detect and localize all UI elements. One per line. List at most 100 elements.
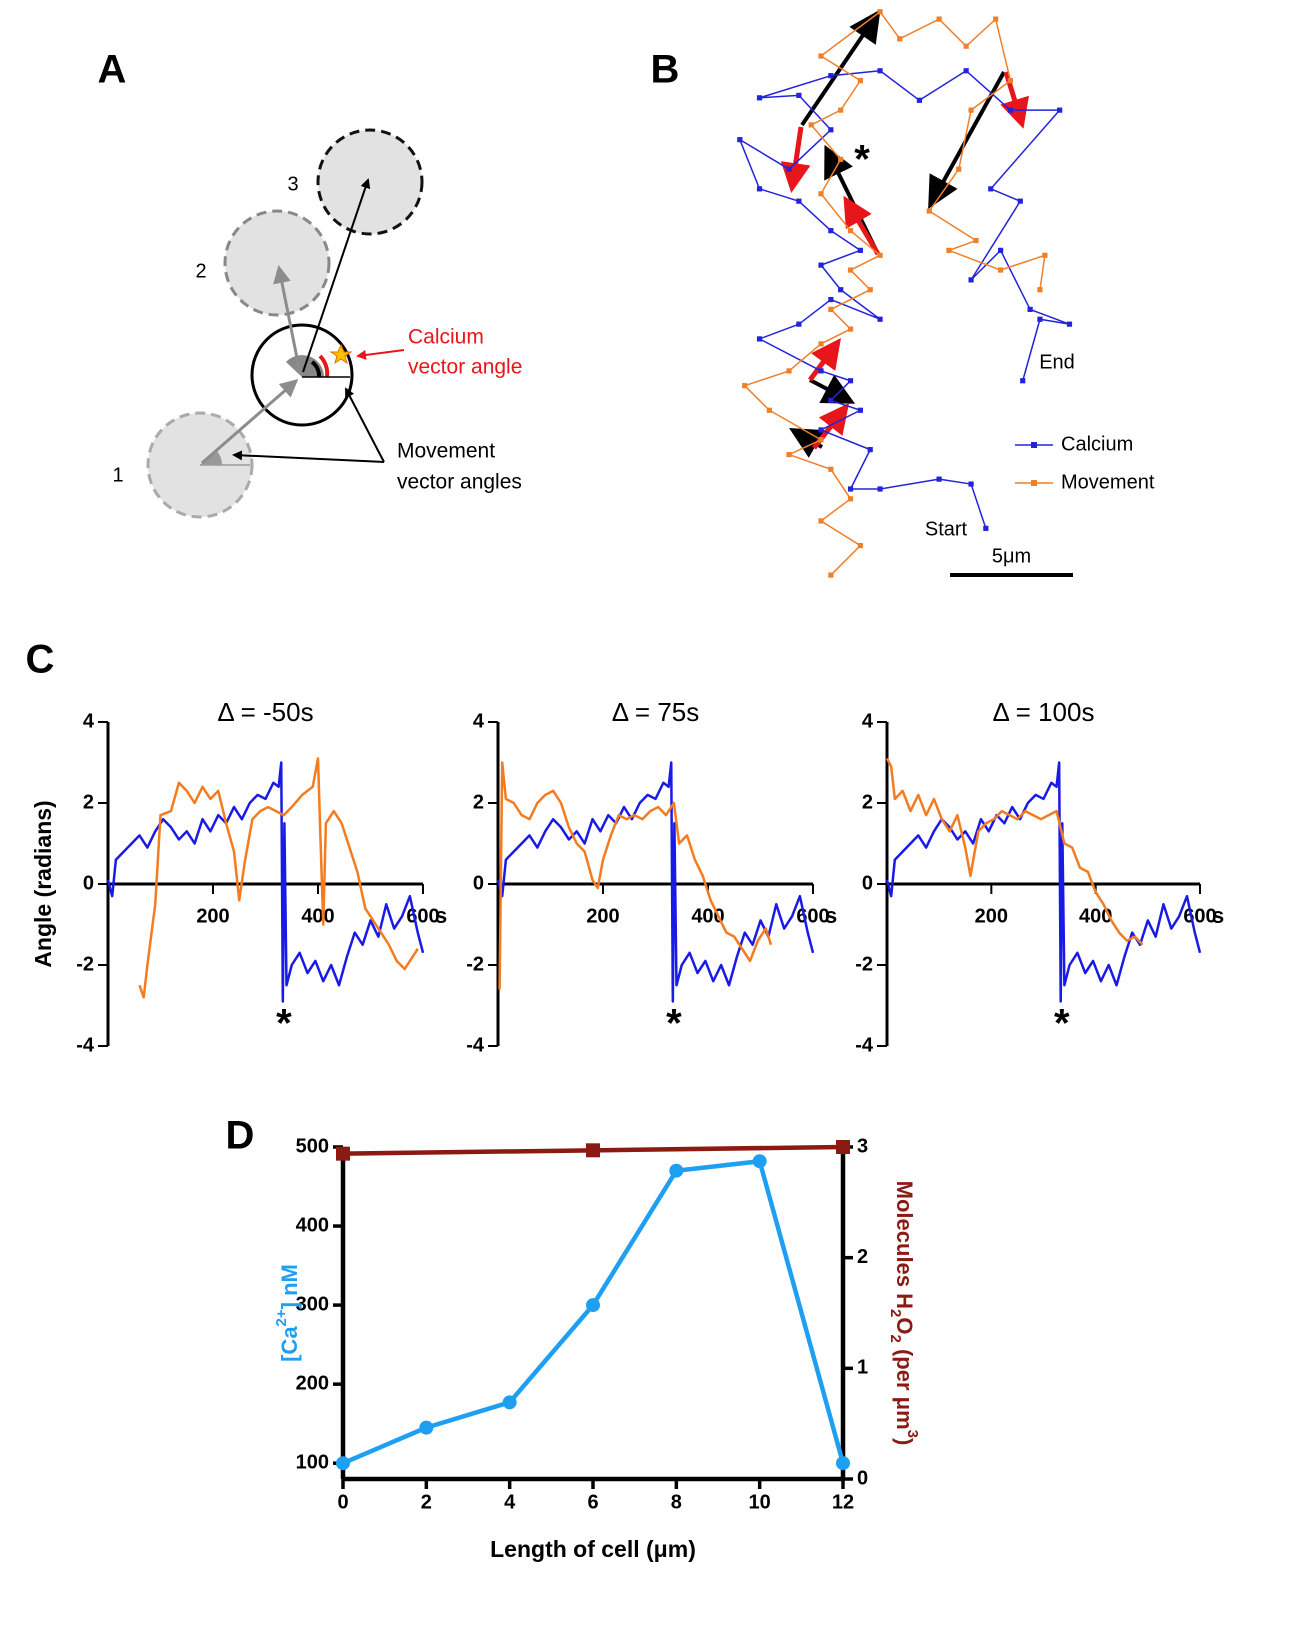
point bbox=[956, 166, 962, 172]
point bbox=[818, 368, 824, 374]
point bbox=[857, 247, 863, 253]
point bbox=[968, 107, 974, 113]
point bbox=[818, 437, 824, 443]
panel-letter: A bbox=[98, 48, 127, 92]
label-part: [Ca bbox=[277, 1326, 302, 1362]
point bbox=[1057, 107, 1063, 113]
calcium-vector bbox=[928, 71, 1006, 209]
label-part: ] nM bbox=[277, 1264, 302, 1309]
point bbox=[847, 326, 854, 332]
calcium-vector bbox=[800, 9, 881, 127]
point bbox=[847, 486, 854, 492]
annotation: End bbox=[1039, 351, 1075, 373]
point bbox=[786, 451, 792, 458]
calcium-label: vector angle bbox=[408, 356, 522, 379]
series-line bbox=[885, 757, 1144, 946]
legend-swatch bbox=[1031, 480, 1037, 486]
chart-title: Δ = -50s bbox=[217, 697, 313, 727]
point bbox=[1066, 321, 1073, 327]
point bbox=[742, 383, 748, 389]
calcium-label: Calcium bbox=[408, 326, 484, 349]
panel-letter: B bbox=[651, 48, 680, 92]
point bbox=[828, 397, 834, 404]
trajectory-vectors bbox=[780, 9, 1029, 458]
cell-position-2 bbox=[223, 209, 331, 317]
panel-letter: D bbox=[226, 1114, 255, 1158]
x-tick-label: 2 bbox=[421, 1491, 432, 1513]
point bbox=[877, 316, 883, 322]
point bbox=[877, 486, 883, 492]
x-tick-label: 6 bbox=[587, 1491, 598, 1513]
point bbox=[756, 186, 763, 192]
x-axis-unit: s bbox=[825, 903, 837, 928]
y-axis-label: Angle (radians) bbox=[30, 800, 56, 967]
point bbox=[963, 43, 969, 49]
point bbox=[847, 496, 854, 502]
point bbox=[828, 73, 834, 79]
circle-label: 1 bbox=[112, 464, 123, 486]
legend-label: Movement bbox=[1061, 471, 1155, 493]
angle-arc bbox=[310, 360, 322, 378]
point bbox=[867, 447, 873, 453]
point bbox=[796, 198, 802, 204]
point bbox=[419, 1420, 434, 1435]
y-tick-label: 500 bbox=[296, 1135, 329, 1157]
point bbox=[1020, 378, 1026, 384]
point bbox=[502, 1395, 517, 1410]
point bbox=[1037, 316, 1043, 322]
label-part: 2 bbox=[887, 1335, 904, 1343]
circle-label: 2 bbox=[195, 260, 206, 282]
series-line bbox=[496, 761, 815, 1003]
movement-vector bbox=[201, 379, 299, 465]
point bbox=[988, 186, 994, 192]
point bbox=[836, 1456, 850, 1471]
x-tick-label: 200 bbox=[196, 905, 229, 927]
point bbox=[828, 127, 834, 133]
panel-letter: C bbox=[26, 638, 55, 682]
point bbox=[786, 166, 792, 172]
point bbox=[756, 336, 763, 342]
y-tick-label: 2 bbox=[473, 791, 484, 813]
x-tick-label: 200 bbox=[586, 905, 619, 927]
point bbox=[818, 262, 824, 268]
point bbox=[847, 228, 854, 234]
movement-label: Movement bbox=[397, 440, 495, 463]
point bbox=[669, 1163, 684, 1178]
y-tick-label: -2 bbox=[466, 953, 484, 975]
scale-bar-label: 5μm bbox=[992, 545, 1031, 567]
circle-label: 3 bbox=[287, 173, 298, 195]
label-part: ) bbox=[892, 1438, 917, 1445]
point bbox=[877, 252, 883, 258]
annotation: * bbox=[666, 1002, 682, 1046]
movement-label: vector angles bbox=[397, 471, 522, 494]
x-tick-label: 0 bbox=[337, 1491, 348, 1513]
point bbox=[766, 407, 772, 413]
y2-tick-label: 2 bbox=[857, 1246, 868, 1268]
chart-title: Δ = 75s bbox=[612, 697, 699, 727]
point bbox=[756, 95, 763, 101]
point bbox=[936, 16, 942, 22]
point bbox=[946, 247, 952, 253]
point bbox=[877, 9, 883, 15]
legend-label: Calcium bbox=[1061, 433, 1133, 455]
y2-tick-label: 1 bbox=[857, 1357, 868, 1379]
x-axis-unit: s bbox=[1212, 903, 1224, 928]
series-line bbox=[106, 761, 425, 1003]
point bbox=[1007, 78, 1014, 84]
label-part: Molecules H bbox=[892, 1181, 917, 1309]
y-tick-label: 2 bbox=[862, 791, 873, 813]
x-tick-label: 400 bbox=[1079, 905, 1112, 927]
y2-axis-label: Molecules H2O2 (per μm3) bbox=[887, 1181, 921, 1446]
point bbox=[1007, 107, 1014, 113]
annotation: * bbox=[1054, 1002, 1070, 1046]
point bbox=[336, 1146, 350, 1161]
y2-tick-label: 0 bbox=[857, 1467, 868, 1489]
point bbox=[998, 247, 1004, 253]
annotation: * bbox=[276, 1002, 292, 1046]
y-tick-label: 100 bbox=[296, 1451, 329, 1473]
series-line bbox=[885, 761, 1202, 1003]
point bbox=[786, 368, 792, 374]
point bbox=[926, 208, 932, 214]
